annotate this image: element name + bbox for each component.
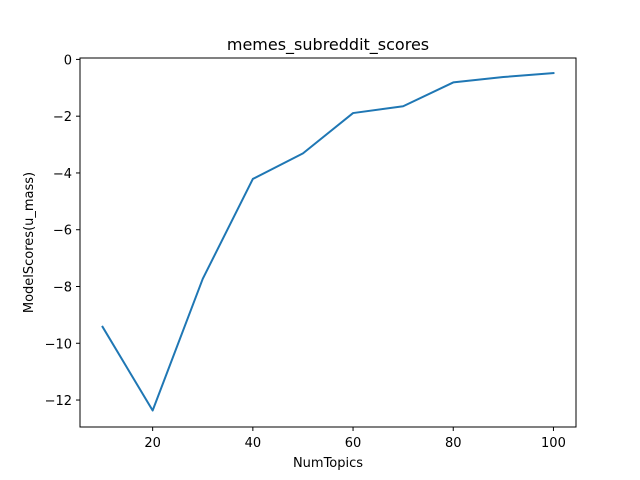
- x-tick-label: 40: [245, 436, 262, 451]
- y-tick-label: 0: [64, 53, 72, 68]
- series-line: [101, 71, 555, 412]
- y-tick-label: −4: [53, 167, 72, 182]
- x-tick-label: 60: [345, 436, 362, 451]
- y-axis-label: ModelScores(u_mass): [22, 172, 37, 313]
- y-tick-label: −6: [53, 224, 72, 239]
- chart-title: memes_subreddit_scores: [227, 35, 429, 55]
- x-tick-label: 20: [144, 436, 161, 451]
- x-tick-label: 100: [541, 436, 566, 451]
- x-axis-label: NumTopics: [293, 456, 363, 471]
- y-axis: 0 −2 −4 −6 −8 −10 −12: [45, 53, 80, 409]
- y-tick-label: −12: [45, 394, 72, 409]
- x-axis: 20 40 60 80 100: [144, 427, 566, 451]
- plot-frame: [79, 57, 577, 428]
- x-tick-label: 80: [445, 436, 462, 451]
- y-tick-label: −8: [53, 280, 72, 295]
- y-tick-label: −10: [45, 337, 72, 352]
- y-tick-label: −2: [53, 110, 72, 125]
- series-layer: [101, 71, 555, 412]
